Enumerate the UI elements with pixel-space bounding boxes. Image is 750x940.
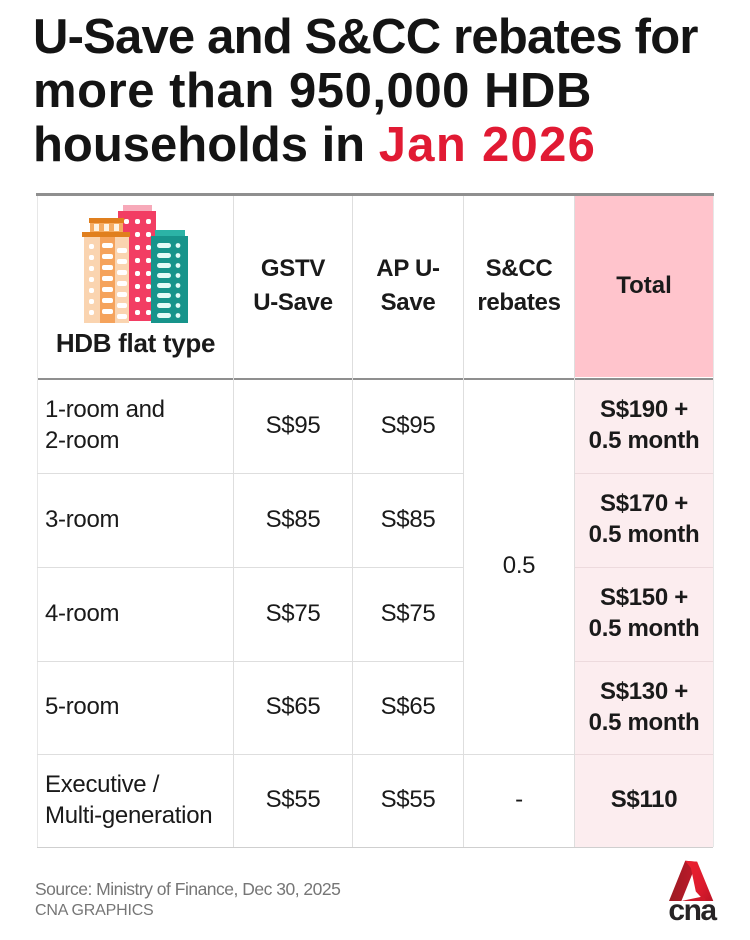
svg-text:cna: cna — [668, 894, 717, 927]
